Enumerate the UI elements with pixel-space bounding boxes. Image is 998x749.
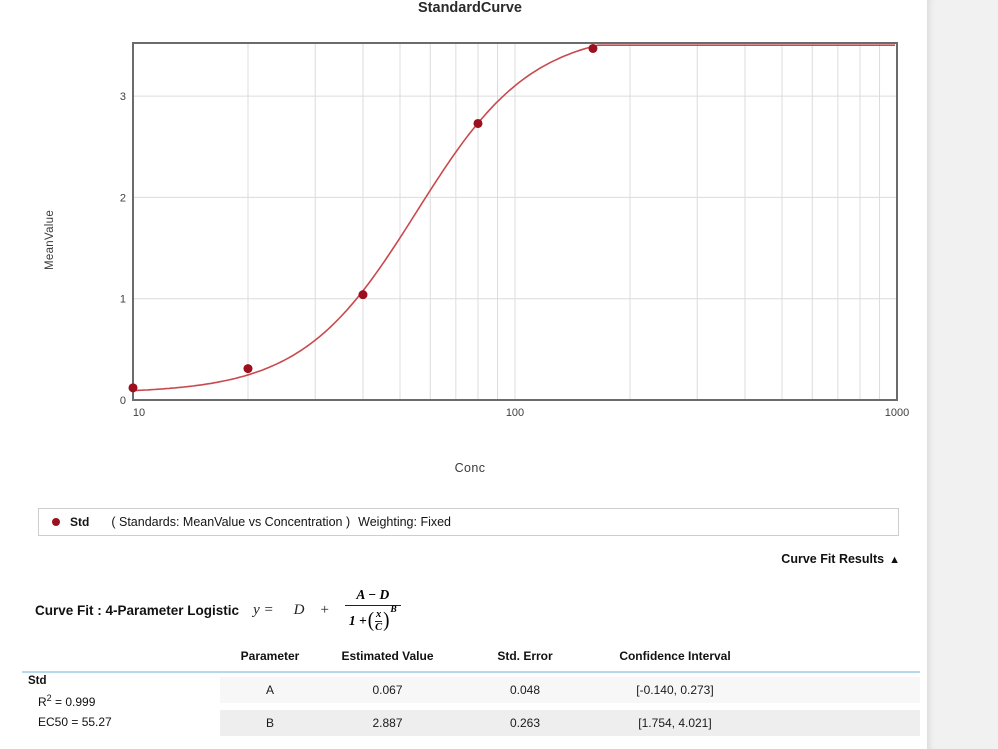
fit-stats-block: Std R2 = 0.999 EC50 = 55.27 (28, 675, 112, 729)
y-tick-label: 1 (120, 294, 126, 306)
legend-weighting-text: Weighting: Fixed (358, 515, 452, 529)
legend-series-label: Std (70, 515, 90, 529)
cell-parameter: A (265, 683, 274, 697)
curve-fit-results-toggle[interactable]: Curve Fit Results ▲ (0, 552, 900, 566)
x-axis-label: Conc (454, 461, 486, 475)
formula-fraction: A − D 1 + ( x C ) B (344, 587, 401, 633)
cell-estimated: 2.887 (372, 716, 403, 730)
x-tick-label: 100 (506, 407, 524, 419)
fit-curve (132, 44, 895, 392)
results-table-body: A 0.067 0.048 [-0.140, 0.273] B 2.887 0.… (220, 677, 920, 743)
y-tick-label: 3 (120, 91, 126, 103)
data-point (128, 383, 138, 393)
plot-border (132, 42, 898, 401)
cell-estimated: 0.067 (372, 683, 403, 697)
close-paren: ) (383, 608, 390, 632)
cell-std-error: 0.048 (509, 683, 541, 697)
header-estimated-value: Estimated Value (341, 649, 434, 663)
results-table-header: Parameter Estimated Value Std. Error Con… (220, 649, 755, 663)
stats-group-label: Std (28, 675, 47, 687)
formula-lhs: y = (253, 601, 274, 618)
y-tick-label: 0 (120, 395, 126, 407)
formula-plus: + (320, 601, 329, 618)
legend-scope-text: ( Standards: MeanValue vs Concentration … (111, 515, 351, 529)
header-parameter: Parameter (240, 649, 300, 663)
formula-denominator: 1 + ( x C ) B (344, 605, 401, 633)
standard-curve-chart: 0 1 2 3 10 100 1000 (120, 42, 909, 419)
data-point (358, 290, 368, 300)
collapse-arrow-icon: ▲ (889, 554, 900, 566)
curve-fit-results-toggle-label: Curve Fit Results (781, 552, 885, 566)
header-std-error: Std. Error (497, 649, 553, 663)
formula-den-prefix: 1 + (348, 613, 367, 628)
formula-c: C (375, 620, 383, 633)
legend-bar: Std ( Standards: MeanValue vs Concentrat… (38, 508, 899, 536)
cell-parameter: B (265, 716, 274, 730)
x-tick-label: 10 (133, 407, 145, 419)
table-row: B 2.887 0.263 [1.754, 4.021] (220, 710, 920, 736)
data-point (588, 43, 598, 53)
formula-x: x (375, 609, 382, 621)
cell-std-error: 0.263 (509, 716, 541, 730)
ec50-value: EC50 = 55.27 (38, 715, 112, 729)
cell-ci: [1.754, 4.021] (638, 716, 712, 730)
cell-ci: [-0.140, 0.273] (636, 683, 714, 697)
formula-exponent: B (390, 605, 397, 616)
data-point (243, 364, 253, 374)
curve-fit-formula-row: Curve Fit : 4-Parameter Logistic y = D +… (35, 582, 401, 638)
data-point (473, 118, 483, 128)
x-tick-label: 1000 (885, 407, 909, 419)
header-confidence-interval: Confidence Interval (619, 649, 731, 663)
right-panel-strip (927, 0, 998, 749)
table-top-divider (22, 671, 920, 673)
table-row: A 0.067 0.048 [-0.140, 0.273] (220, 677, 920, 703)
x-over-c-fraction: x C (375, 609, 383, 633)
curve-fit-model-label: Curve Fit : 4-Parameter Logistic (35, 602, 240, 618)
formula-d-term: D (293, 601, 305, 618)
r-squared-value: R2 = 0.999 (38, 693, 96, 709)
std-series-marker-icon (52, 518, 60, 526)
formula-numerator: A − D (356, 587, 390, 603)
chart-title: StandardCurve (418, 0, 522, 16)
open-paren: ( (367, 608, 375, 632)
y-tick-label: 2 (120, 192, 126, 204)
